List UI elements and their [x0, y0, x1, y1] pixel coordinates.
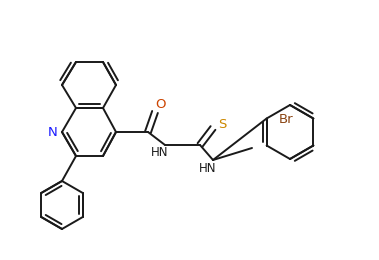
- Text: Br: Br: [279, 113, 293, 126]
- Text: HN: HN: [199, 161, 217, 174]
- Text: S: S: [218, 118, 226, 131]
- Text: N: N: [48, 126, 58, 139]
- Text: HN: HN: [151, 146, 169, 159]
- Text: O: O: [155, 98, 165, 110]
